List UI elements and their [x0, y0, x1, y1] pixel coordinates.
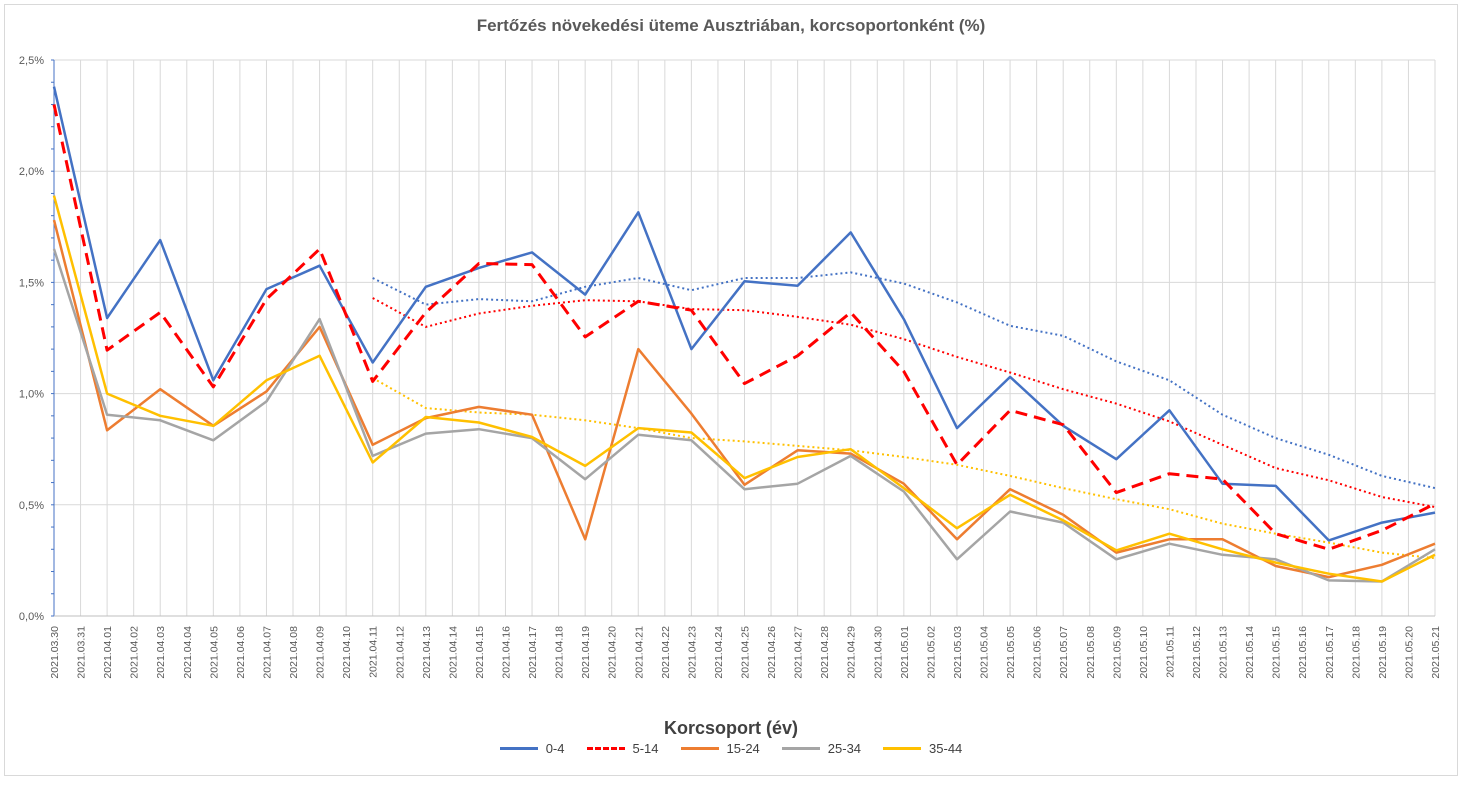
- x-tick-label: 2021.05.19: [1377, 626, 1389, 679]
- y-tick-label: 1,0%: [19, 389, 44, 401]
- x-tick-label: 2021.05.03: [952, 626, 964, 679]
- x-tick-label: 2021.05.17: [1324, 626, 1336, 679]
- trendline-5-14: [372, 297, 1436, 508]
- x-tick-label: 2021.04.02: [129, 626, 141, 679]
- x-tick-label: 2021.04.05: [208, 626, 220, 679]
- x-tick-label: 2021.04.08: [288, 626, 300, 679]
- legend-item-15-24: 15-24: [680, 741, 760, 756]
- y-tick-label: 0,5%: [19, 500, 44, 512]
- x-tick-label: 2021.04.12: [394, 626, 406, 679]
- legend-item-0-4: 0-4: [499, 741, 565, 756]
- legend-swatch: [781, 747, 820, 750]
- legend-swatch: [499, 747, 538, 750]
- x-tick-label: 2021.05.16: [1297, 626, 1309, 679]
- legend-swatch: [680, 747, 719, 750]
- x-tick-label: 2021.05.21: [1430, 626, 1442, 679]
- x-tick-label: 2021.04.16: [500, 626, 512, 679]
- x-tick-label: 2021.05.12: [1191, 626, 1203, 679]
- chart-title: Fertőzés növekedési üteme Ausztriában, k…: [476, 16, 986, 35]
- x-tick-label: 2021.03.30: [49, 626, 61, 679]
- chart-frame: [4, 4, 1458, 776]
- x-tick-label: 2021.05.18: [1350, 626, 1362, 679]
- x-tick-label: 2021.04.10: [341, 626, 353, 679]
- x-tick-label: 2021.04.03: [155, 626, 167, 679]
- y-tick-label: 2,0%: [19, 166, 44, 178]
- legend-swatch: [883, 747, 922, 750]
- x-tick-label: 2021.05.04: [979, 626, 991, 679]
- x-tick-label: 2021.04.28: [819, 626, 831, 679]
- legend-swatch: [586, 747, 625, 750]
- legend-label: 35-44: [929, 741, 963, 756]
- x-tick-label: 2021.05.10: [1138, 626, 1150, 679]
- x-tick-label: 2021.05.05: [1005, 626, 1017, 679]
- gridlines: [53, 59, 1436, 617]
- legend-title: Korcsoport (év): [663, 718, 798, 738]
- legend-label: 0-4: [545, 741, 565, 756]
- x-tick-label: 2021.04.19: [580, 626, 592, 679]
- x-tick-label: 2021.05.01: [899, 626, 911, 679]
- x-tick-label: 2021.05.09: [1111, 626, 1123, 679]
- trendline-0-4: [372, 271, 1436, 490]
- x-tick-label: 2021.04.23: [686, 626, 698, 679]
- axes: 0,0% 0,5% 1,0% 1,5% 2,0% 2,5% 2021.03.30 2021.0…: [19, 55, 1442, 679]
- x-tick-label: 2021.04.11: [368, 626, 380, 678]
- y-tick-label: 0,0%: [19, 611, 44, 623]
- x-tick-label: 2021.05.20: [1403, 626, 1415, 679]
- series-line-35-44: [52, 195, 1436, 583]
- trendline-35-44: [372, 377, 1436, 560]
- legend-item-5-14: 5-14: [586, 741, 659, 756]
- x-tick-label: 2021.04.09: [315, 626, 327, 679]
- trendlines: [372, 271, 1436, 560]
- x-tick-label: 2021.05.06: [1032, 626, 1044, 679]
- x-tick-label: 2021.04.04: [182, 626, 194, 679]
- series-line-15-24: [52, 219, 1436, 579]
- series-lines: [52, 86, 1436, 583]
- x-tick-label: 2021.04.07: [261, 626, 273, 679]
- y-tick-label: 1,5%: [19, 277, 44, 289]
- y-tick-label: 2,5%: [19, 55, 44, 67]
- x-tick-label: 2021.05.15: [1271, 626, 1283, 679]
- legend-label: 5-14: [632, 741, 659, 756]
- x-tick-label: 2021.05.02: [925, 626, 937, 679]
- x-tick-label: 2021.04.14: [447, 626, 459, 679]
- x-tick-label: 2021.05.14: [1244, 626, 1256, 679]
- series-line-25-34: [52, 248, 1436, 583]
- x-tick-label: 2021.04.27: [793, 626, 805, 679]
- x-tick-label: 2021.05.11: [1164, 626, 1176, 678]
- x-tick-label: 2021.04.24: [713, 626, 725, 679]
- x-tick-label: 2021.05.13: [1218, 626, 1230, 679]
- x-tick-label: 2021.04.21: [633, 626, 645, 679]
- x-tick-label: 2021.04.29: [846, 626, 858, 679]
- legend-label: 15-24: [726, 741, 760, 756]
- legend-item-25-34: 25-34: [781, 741, 862, 756]
- x-tick-label: 2021.04.30: [872, 626, 884, 679]
- x-tick-label: 2021.04.13: [421, 626, 433, 679]
- x-tick-label: 2021.04.06: [235, 626, 247, 679]
- series-line-5-14: [52, 104, 1436, 551]
- x-tick-label: 2021.04.25: [740, 626, 752, 679]
- x-tick-label: 2021.05.08: [1085, 626, 1097, 679]
- x-tick-label: 2021.04.22: [660, 626, 672, 679]
- x-tick-label: 2021.05.07: [1058, 626, 1070, 679]
- x-tick-label: 2021.04.26: [766, 626, 778, 679]
- legend-item-35-44: 35-44: [883, 741, 962, 756]
- x-tick-label: 2021.03.31: [76, 626, 88, 679]
- x-tick-label: 2021.04.17: [527, 626, 539, 679]
- x-tick-label: 2021.04.15: [474, 626, 486, 679]
- x-tick-label: 2021.04.01: [102, 626, 114, 679]
- x-tick-label: 2021.04.18: [554, 626, 566, 679]
- legend-label: 25-34: [827, 741, 862, 756]
- x-tick-label: 2021.04.20: [607, 626, 619, 679]
- legend: 0-4 5-14 15-24 25-34 35-44: [0, 741, 1462, 756]
